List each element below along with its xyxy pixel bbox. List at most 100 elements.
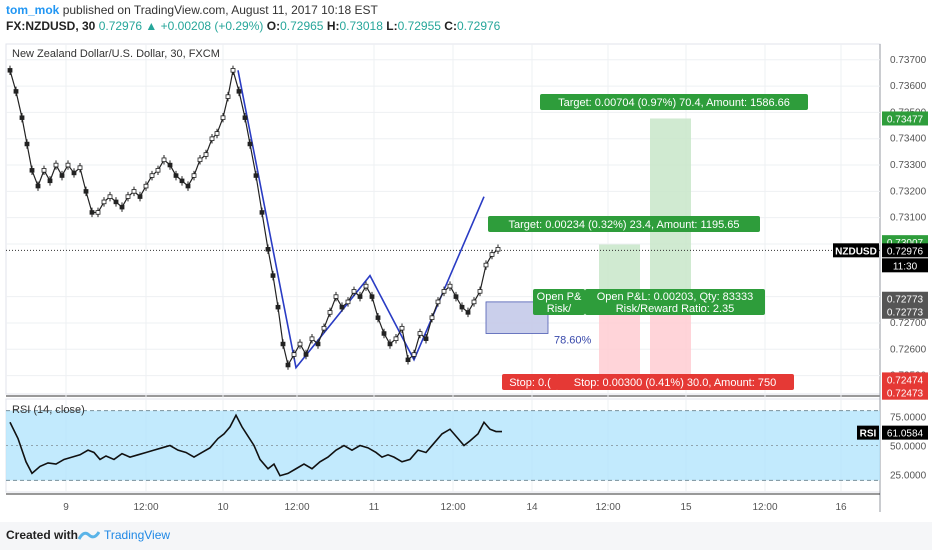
risk-long-text: Risk/Reward Ratio: 2.35	[616, 303, 735, 315]
price-axis-tag: 0.72773	[882, 304, 928, 319]
rsi-panel	[6, 410, 880, 481]
open-pl-short-text: Open P&	[537, 291, 582, 303]
price-axis-tag-bg	[882, 291, 928, 306]
candle-body	[351, 289, 357, 294]
candle-body	[297, 341, 303, 347]
candle-body	[149, 173, 155, 178]
candle-body	[411, 352, 417, 357]
candle-body	[435, 299, 441, 305]
y-tick-label: 0.73300	[890, 160, 927, 171]
candle-body	[225, 94, 231, 99]
y-tick-label: 0.73600	[890, 81, 927, 92]
candle-body	[453, 294, 459, 299]
open-label: O:	[266, 19, 281, 33]
candle-body	[167, 162, 173, 168]
long-target-tag-text: Target: 0.00704 (0.97%) 70.4, Amount: 15…	[558, 97, 790, 109]
price-axis-tag: 0.72473	[882, 385, 928, 400]
y-tick-label: 0.73200	[890, 186, 927, 197]
long-stop-tag-bg	[556, 374, 794, 390]
ticker-tag-text: NZDUSD	[835, 246, 877, 257]
candle-body	[405, 357, 411, 363]
candle-body	[459, 304, 465, 310]
candle-body	[441, 289, 447, 294]
tradingview-logo-icon	[78, 531, 100, 540]
candle-body	[417, 331, 423, 336]
short-target-tag: Target: 0.00234 (0.32%) 23.4, Amount: 11…	[488, 216, 760, 232]
candle-body	[327, 310, 333, 315]
candle-body	[270, 273, 276, 278]
candle-body	[24, 141, 30, 147]
price-axis-tag-bg	[882, 111, 928, 126]
ticker-tag: NZDUSD	[833, 243, 879, 258]
long-stop-tag: Stop: 0.00300 (0.41%) 30.0, Amount: 750	[556, 374, 794, 390]
candle-body	[447, 283, 453, 289]
rsi-label-text: RSI	[860, 429, 877, 440]
price-axis-tag: 11:30	[882, 258, 928, 273]
candle-body	[7, 68, 13, 73]
candle-body	[214, 131, 220, 136]
rsi-y-tick: 75.0000	[890, 412, 927, 423]
candle-body	[119, 204, 125, 210]
price-series	[7, 65, 501, 370]
candle-body	[253, 173, 259, 178]
rsi-y-tick: 25.0000	[890, 471, 927, 482]
price-axis-tag: 0.72474	[882, 372, 928, 387]
price-axis-tag-bg	[882, 304, 928, 319]
open-pl-short-bg	[533, 289, 585, 315]
long-target-tag: Target: 0.00704 (0.97%) 70.4, Amount: 15…	[540, 94, 808, 110]
x-tick-label: 10	[217, 502, 229, 513]
price-axis-tag-text: 0.72473	[887, 389, 924, 400]
high-value: 0.73018	[339, 19, 383, 33]
candle-body	[363, 283, 369, 289]
open-pl-long-text: Open P&L: 0.00203, Qty: 83333	[597, 291, 754, 303]
candle-body	[280, 341, 286, 347]
candle-body	[209, 136, 215, 141]
target-zone-2	[650, 118, 691, 304]
candle-body	[101, 199, 107, 205]
candle-body	[173, 173, 179, 178]
candle-body	[275, 304, 281, 310]
candle-body	[65, 162, 71, 168]
price-axis-tag-text: 0.72773	[887, 295, 924, 306]
publish-info: published on TradingView.com, August 11,…	[62, 3, 378, 17]
author-link[interactable]: tom_mok	[6, 3, 60, 17]
tradingview-link[interactable]: TradingView	[104, 528, 171, 542]
rsi-line	[9, 413, 502, 477]
chart-title: New Zealand Dollar/U.S. Dollar, 30, FXCM	[12, 48, 220, 60]
x-tick-label: 15	[680, 502, 692, 513]
candle-body	[242, 115, 248, 120]
footer-bar: Created with TradingView	[0, 522, 932, 550]
price-axis-tag-bg	[882, 372, 928, 387]
y-tick-label: 0.73400	[890, 134, 927, 145]
candle-body	[47, 178, 53, 184]
risk-short-text: Risk/	[547, 303, 572, 315]
y-tick-label: 0.73700	[890, 55, 927, 66]
candle-body	[197, 157, 203, 163]
candle-body	[259, 210, 265, 215]
price-line	[9, 70, 499, 367]
candle-body	[369, 294, 375, 299]
rsi-value-text: 61.0584	[887, 429, 924, 440]
candle-body	[179, 178, 185, 184]
short-stop-tag-bg	[502, 374, 558, 390]
x-tick-label: 16	[835, 502, 847, 513]
candle-body	[77, 165, 83, 170]
candle-body	[477, 289, 483, 294]
x-tick-label: 12:00	[595, 502, 620, 513]
price-chart[interactable]: 9 12:00 10 12:00 11 12:00 14 12:00 15 12:00 16 0.73…	[0, 0, 932, 522]
x-tick-label: 9	[63, 502, 69, 513]
candle-body	[333, 294, 339, 299]
price-axis-tag-text: 11:30	[893, 261, 918, 272]
candle-body	[309, 336, 315, 341]
long-target-tag-bg	[540, 94, 808, 110]
candle-body	[483, 262, 489, 268]
up-arrow-icon: ▲	[145, 19, 158, 33]
candle-body	[185, 183, 191, 189]
close-value: 0.72976	[456, 19, 501, 33]
open-pl-long-bg	[585, 289, 765, 315]
candle-body	[236, 89, 242, 94]
x-tick-label: 12:00	[752, 502, 777, 513]
candle-body	[339, 304, 345, 310]
candle-body	[41, 168, 47, 173]
x-tick-label: 14	[526, 502, 538, 513]
